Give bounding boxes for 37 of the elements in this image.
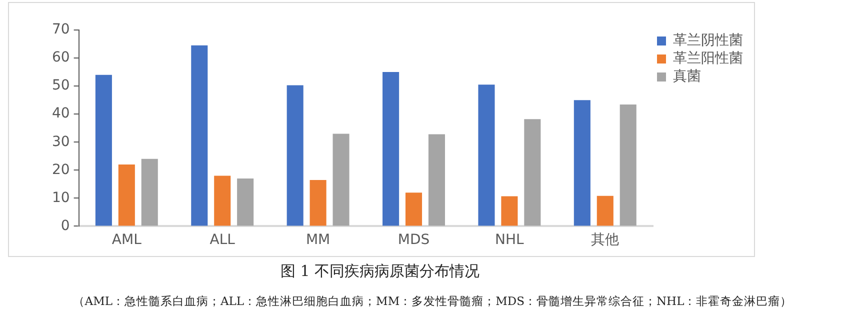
x-tick-label: AML — [112, 232, 142, 248]
x-tick-label: MDS — [398, 232, 430, 248]
y-tick-label: 50 — [52, 78, 70, 94]
bar — [620, 104, 636, 226]
legend-label: 革兰阳性菌 — [673, 50, 743, 67]
bar — [524, 119, 541, 226]
x-tick-label: 其他 — [591, 232, 620, 248]
bar — [332, 134, 350, 226]
y-tick-label: 40 — [52, 106, 70, 122]
y-tick-label: 10 — [52, 190, 70, 206]
bar — [428, 134, 445, 226]
bar — [95, 74, 112, 226]
bar — [405, 192, 422, 226]
bar — [574, 100, 590, 226]
bar — [286, 85, 304, 226]
y-tick-label: 0 — [60, 218, 70, 234]
y-tick-label: 20 — [52, 162, 70, 178]
y-tick-label: 70 — [52, 22, 70, 38]
bar — [310, 180, 326, 226]
bar — [596, 196, 614, 226]
bar — [382, 72, 400, 226]
legend-label: 革兰阴性菌 — [673, 32, 743, 49]
x-tick-label: ALL — [210, 232, 236, 248]
y-tick-label: 30 — [52, 134, 70, 150]
legend-label: 真菌 — [673, 68, 701, 85]
text: 图 1 不同疾病病原菌分布情况 — [279, 262, 481, 281]
bar — [237, 178, 254, 226]
bar — [501, 196, 518, 226]
x-tick-label: MM — [306, 232, 330, 248]
bar — [141, 158, 158, 226]
text: （AML：急性髓系白血病；ALL：急性淋巴细胞白血病；MM：多发性骨髓瘤；MDS：骨髓增生异常综合征；NHL：非霍奇金淋巴瘤） — [72, 294, 794, 309]
x-tick-label: NHL — [495, 232, 524, 248]
bar — [214, 176, 231, 226]
y-tick-label: 60 — [52, 50, 70, 66]
bar — [478, 84, 495, 226]
bar — [118, 164, 135, 226]
bar — [191, 45, 208, 226]
